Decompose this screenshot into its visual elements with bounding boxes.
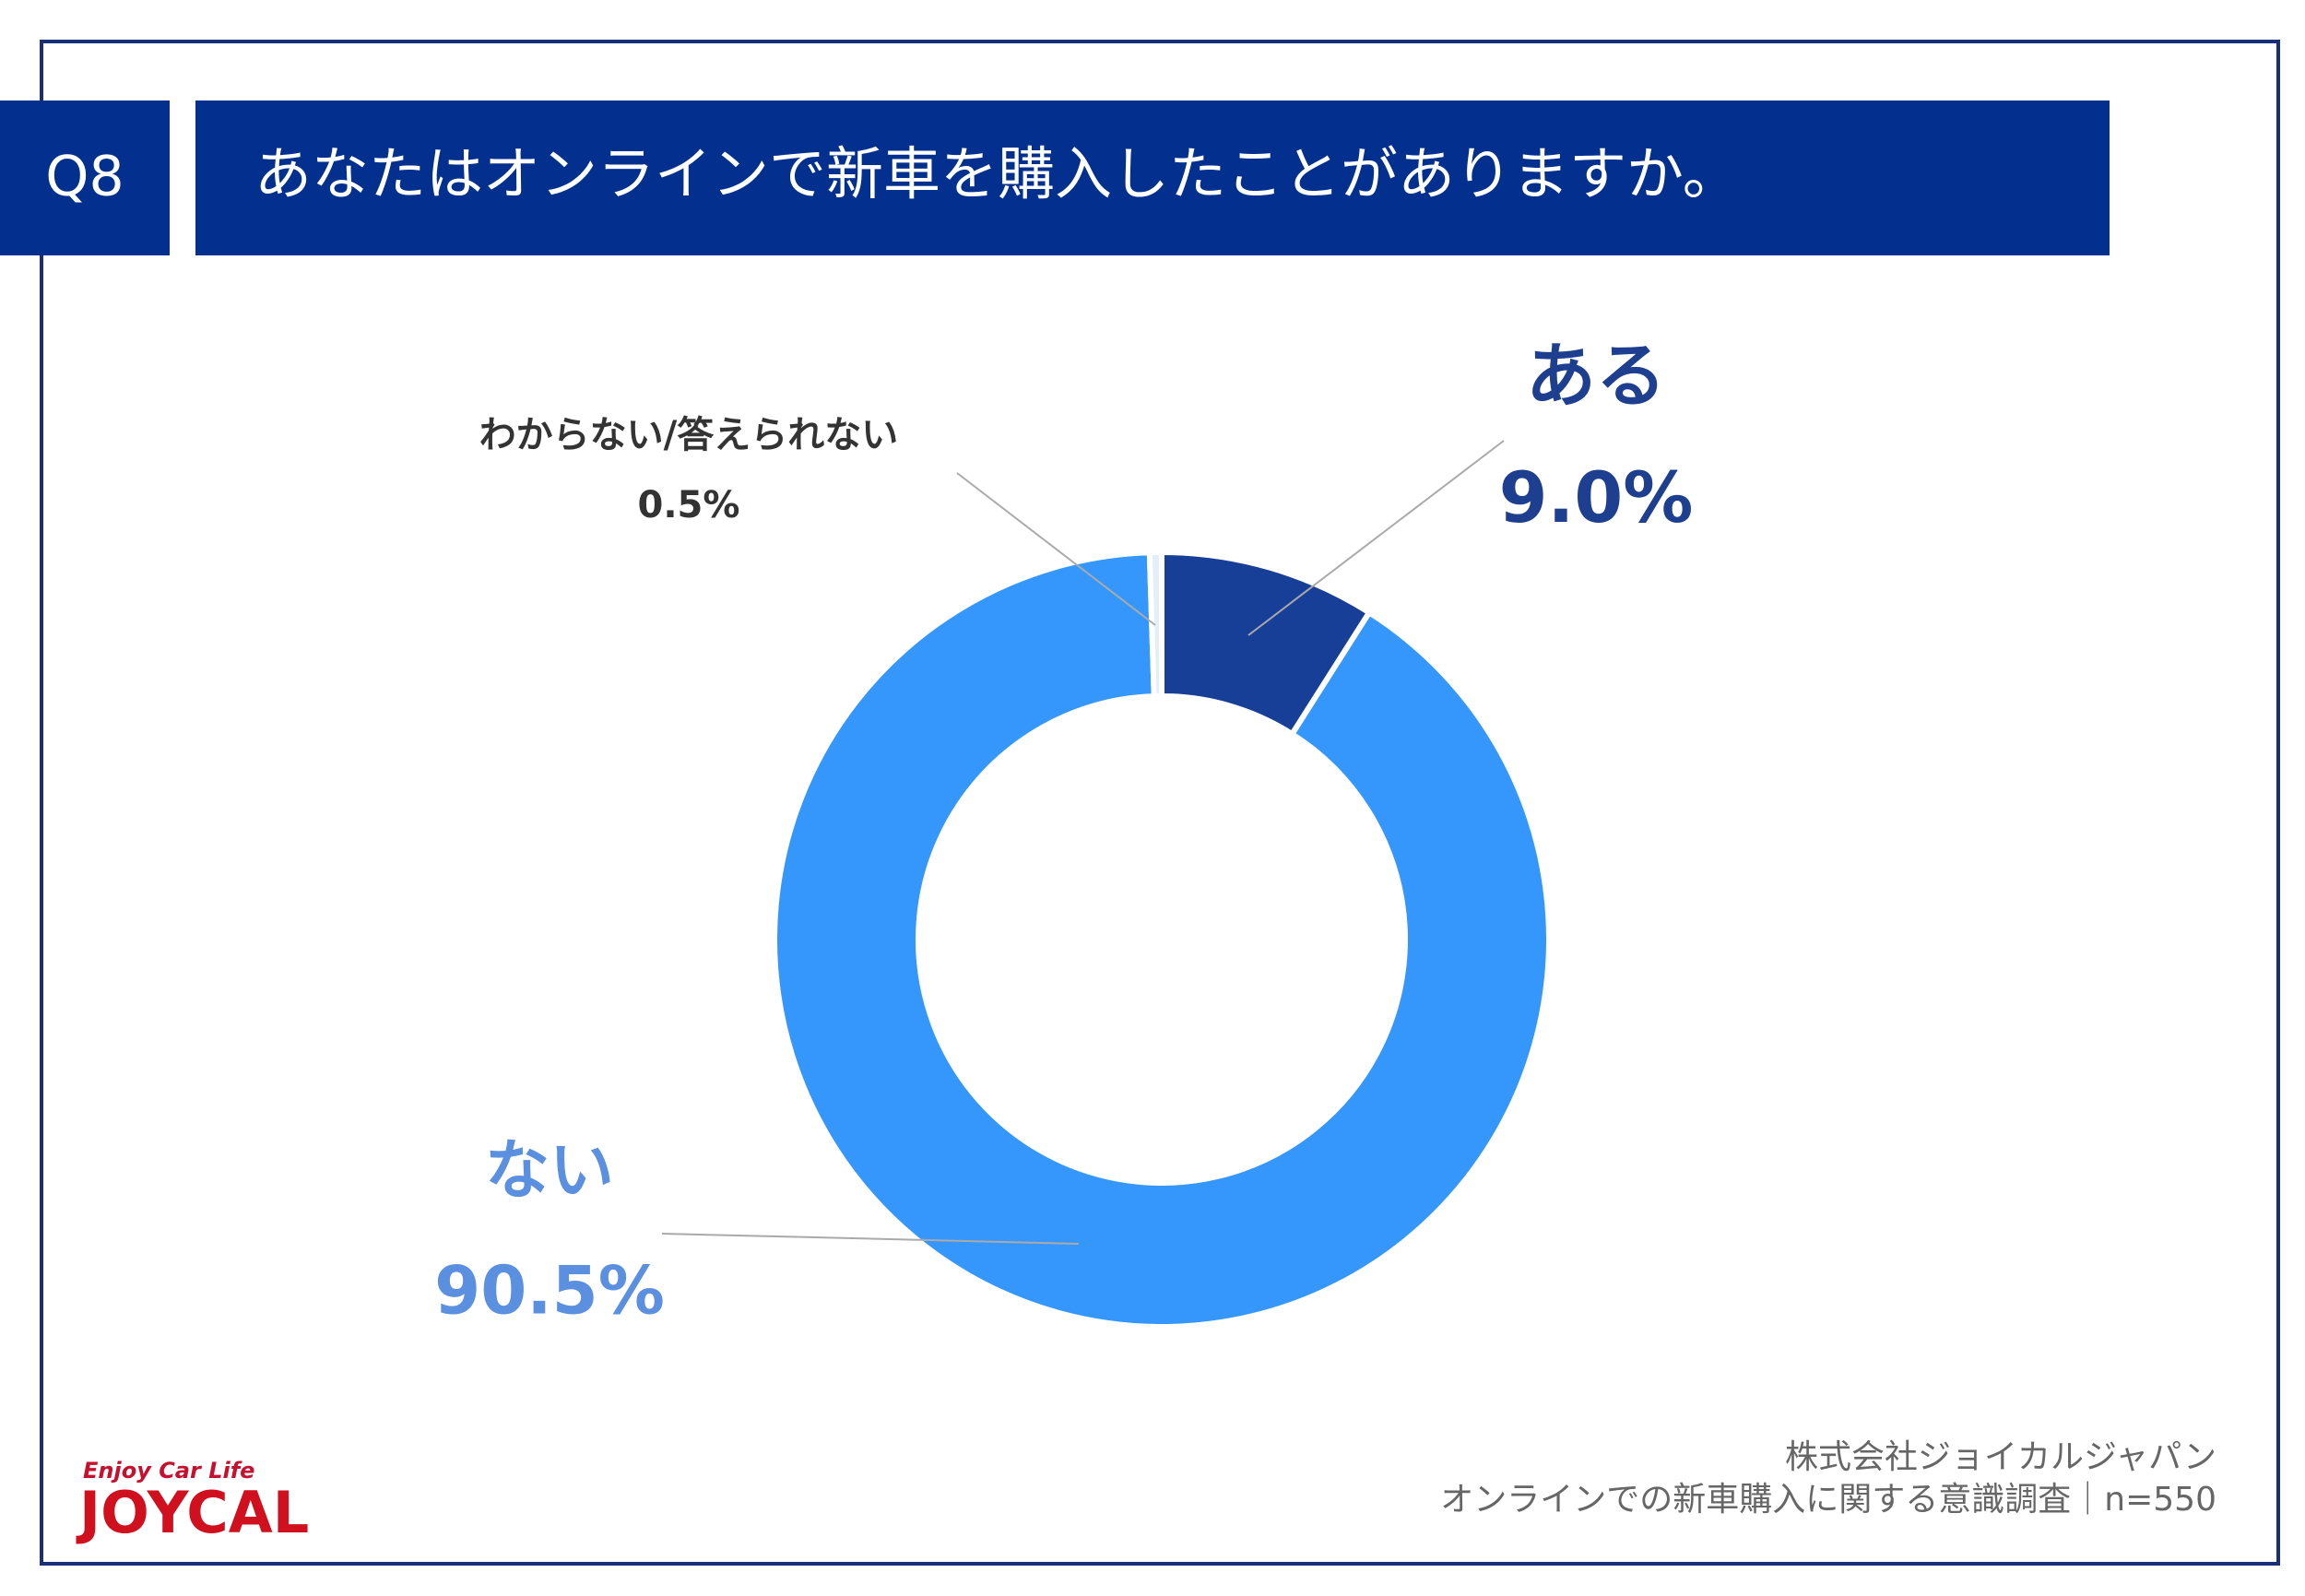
donut-segment: [772, 550, 1552, 1330]
value-label: 9.0%: [1499, 456, 1694, 538]
footer-survey: オンラインでの新車購入に関する意識調査｜n=550: [1440, 1481, 2216, 1519]
question-label: Q8: [45, 145, 124, 209]
leader-line: [956, 472, 1156, 626]
title-box: [195, 100, 2110, 255]
chart-title: あなたはオンラインで新車を購入したことがありますか。: [254, 140, 1740, 207]
value-label: 90.5%: [434, 1252, 665, 1330]
logo-tagline: Enjoy Car Life: [83, 1458, 254, 1484]
category-label: わからない/答えられない: [479, 414, 899, 456]
frame: [40, 40, 2280, 1566]
leader-line: [1247, 440, 1505, 636]
leader-line: [661, 1233, 1080, 1245]
donut: ある 9.0% ない 90.5% わからない/答えられない 0.5%: [434, 335, 1693, 1330]
footer-company: 株式会社ジョイカルジャパン: [1785, 1438, 2216, 1476]
category-label: ある: [1526, 335, 1666, 417]
logo-brand: JOYCAL: [76, 1479, 309, 1546]
question-box: [0, 100, 170, 255]
value-label: 0.5%: [638, 484, 740, 526]
category-label: ない: [485, 1132, 614, 1208]
